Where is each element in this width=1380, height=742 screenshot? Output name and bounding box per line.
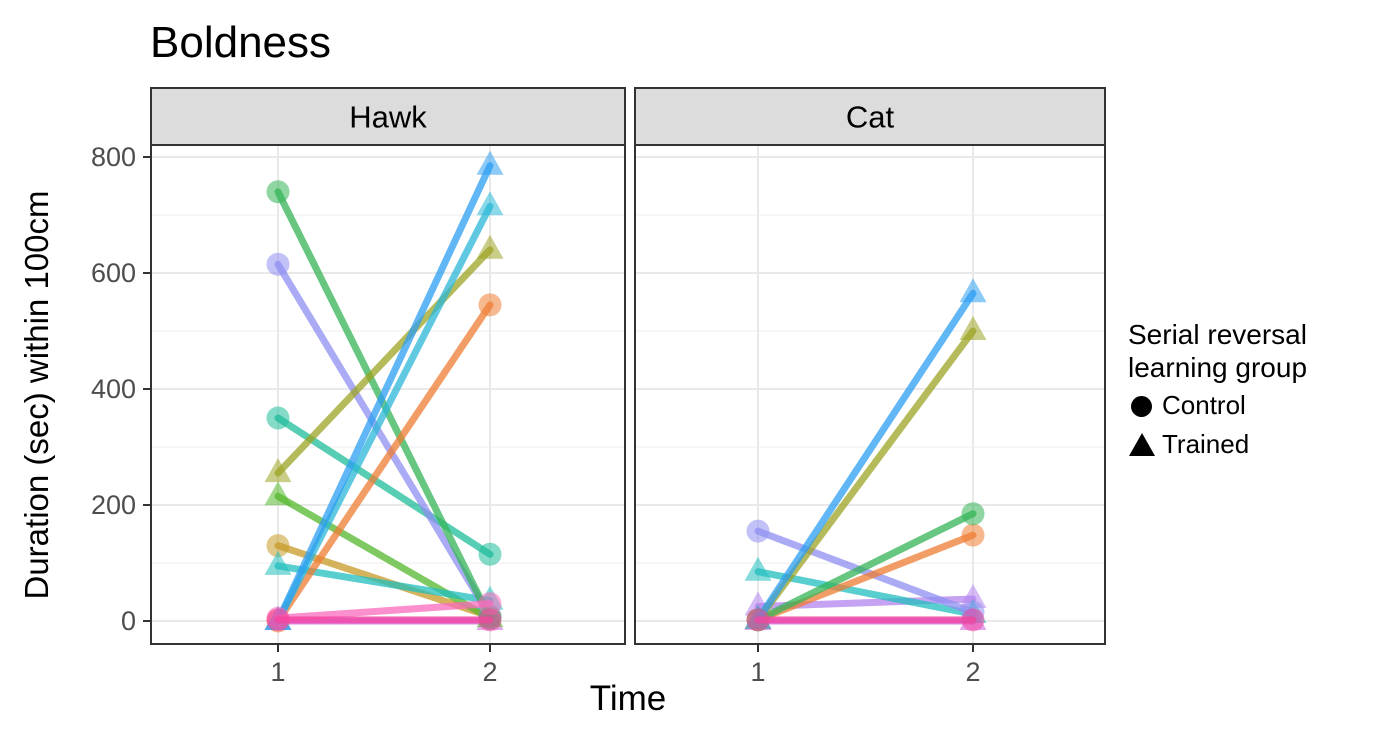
marker-circle <box>961 523 985 547</box>
marker-circle <box>266 180 290 204</box>
series-line <box>754 527 977 616</box>
facet-cat: Cat 1 2 <box>634 87 1106 687</box>
legend-item-trained: Trained <box>1128 427 1378 462</box>
series-hotpink <box>746 608 985 632</box>
y-tick-label: 0 <box>121 606 136 636</box>
legend-label-trained: Trained <box>1162 429 1250 459</box>
marker-circle <box>746 608 770 632</box>
series-line <box>274 188 494 622</box>
panel-bg <box>635 145 1105 644</box>
x-tick-label: 2 <box>482 657 497 687</box>
marker-circle <box>266 534 290 558</box>
marker-circle <box>478 592 502 616</box>
marker-triangle <box>959 583 987 608</box>
marker-circle <box>478 608 502 632</box>
marker-circle <box>266 406 290 430</box>
control-circle-icon <box>1131 395 1152 417</box>
marker-triangle <box>959 278 987 303</box>
legend-title: Serial reversal learning group <box>1128 318 1378 384</box>
marker-circle <box>961 502 985 526</box>
series-line <box>274 162 494 625</box>
panel-bg <box>151 145 625 644</box>
legend-title-line1: Serial reversal <box>1128 319 1307 350</box>
marker-triangle <box>264 550 292 575</box>
marker-circle <box>266 608 290 632</box>
trained-triangle-icon <box>1129 432 1155 456</box>
series-olive <box>264 234 504 483</box>
marker-triangle <box>476 234 504 259</box>
marker-circle <box>746 519 770 543</box>
marker-circle <box>478 293 502 317</box>
series-line <box>274 600 494 622</box>
facet-hawk: Hawk 1 2 <box>150 87 626 687</box>
y-tick-label: 600 <box>91 258 136 288</box>
y-tick-label: 200 <box>91 490 136 520</box>
x-tick-label: 2 <box>965 657 980 687</box>
series-line <box>274 301 494 625</box>
facet-strip <box>634 87 1106 146</box>
x-tick-label: 1 <box>750 657 765 687</box>
series-pink-flat <box>266 608 502 632</box>
y-axis-title: Duration (sec) within 100cm <box>18 191 55 600</box>
panel-border <box>150 144 626 645</box>
plot-title: Boldness <box>150 18 332 67</box>
series-line <box>754 510 977 624</box>
x-tick-label: 1 <box>270 657 285 687</box>
legend-label-control: Control <box>1162 390 1246 420</box>
marker-circle <box>961 608 985 632</box>
marker-circle <box>478 542 502 566</box>
marker-triangle <box>744 556 772 581</box>
x-axis-title: Time <box>590 679 666 718</box>
series-line <box>754 568 977 618</box>
series-line <box>274 260 494 620</box>
legend-title-line2: learning group <box>1128 352 1308 383</box>
y-tick-label: 800 <box>91 142 136 172</box>
facet-strip-label: Hawk <box>349 100 427 135</box>
marker-triangle <box>264 458 292 483</box>
marker-triangle <box>476 191 504 216</box>
y-tick-label: 400 <box>91 374 136 404</box>
facet-strip-label: Cat <box>846 100 895 135</box>
series-line <box>754 289 977 624</box>
facet-strip <box>150 87 626 146</box>
panel-border <box>634 144 1106 645</box>
marker-circle <box>266 252 290 276</box>
marker-triangle <box>264 481 292 506</box>
legend: Serial reversal learning group Control T… <box>1128 318 1378 462</box>
legend-item-control: Control <box>1128 388 1378 423</box>
marker-triangle <box>959 316 987 340</box>
series-line <box>274 246 494 477</box>
marker-triangle <box>476 150 504 175</box>
